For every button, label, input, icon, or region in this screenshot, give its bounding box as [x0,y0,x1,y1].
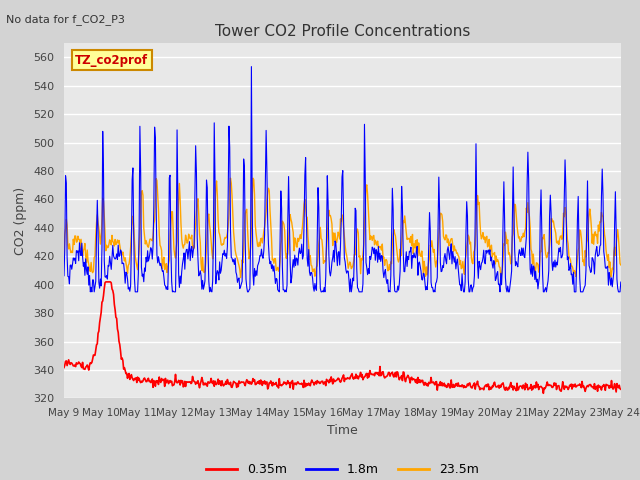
Title: Tower CO2 Profile Concentrations: Tower CO2 Profile Concentrations [214,24,470,39]
X-axis label: Time: Time [327,424,358,437]
Text: TZ_co2prof: TZ_co2prof [75,54,148,67]
Y-axis label: CO2 (ppm): CO2 (ppm) [15,187,28,255]
Text: No data for f_CO2_P3: No data for f_CO2_P3 [6,14,125,25]
Legend: 0.35m, 1.8m, 23.5m: 0.35m, 1.8m, 23.5m [201,458,484,480]
